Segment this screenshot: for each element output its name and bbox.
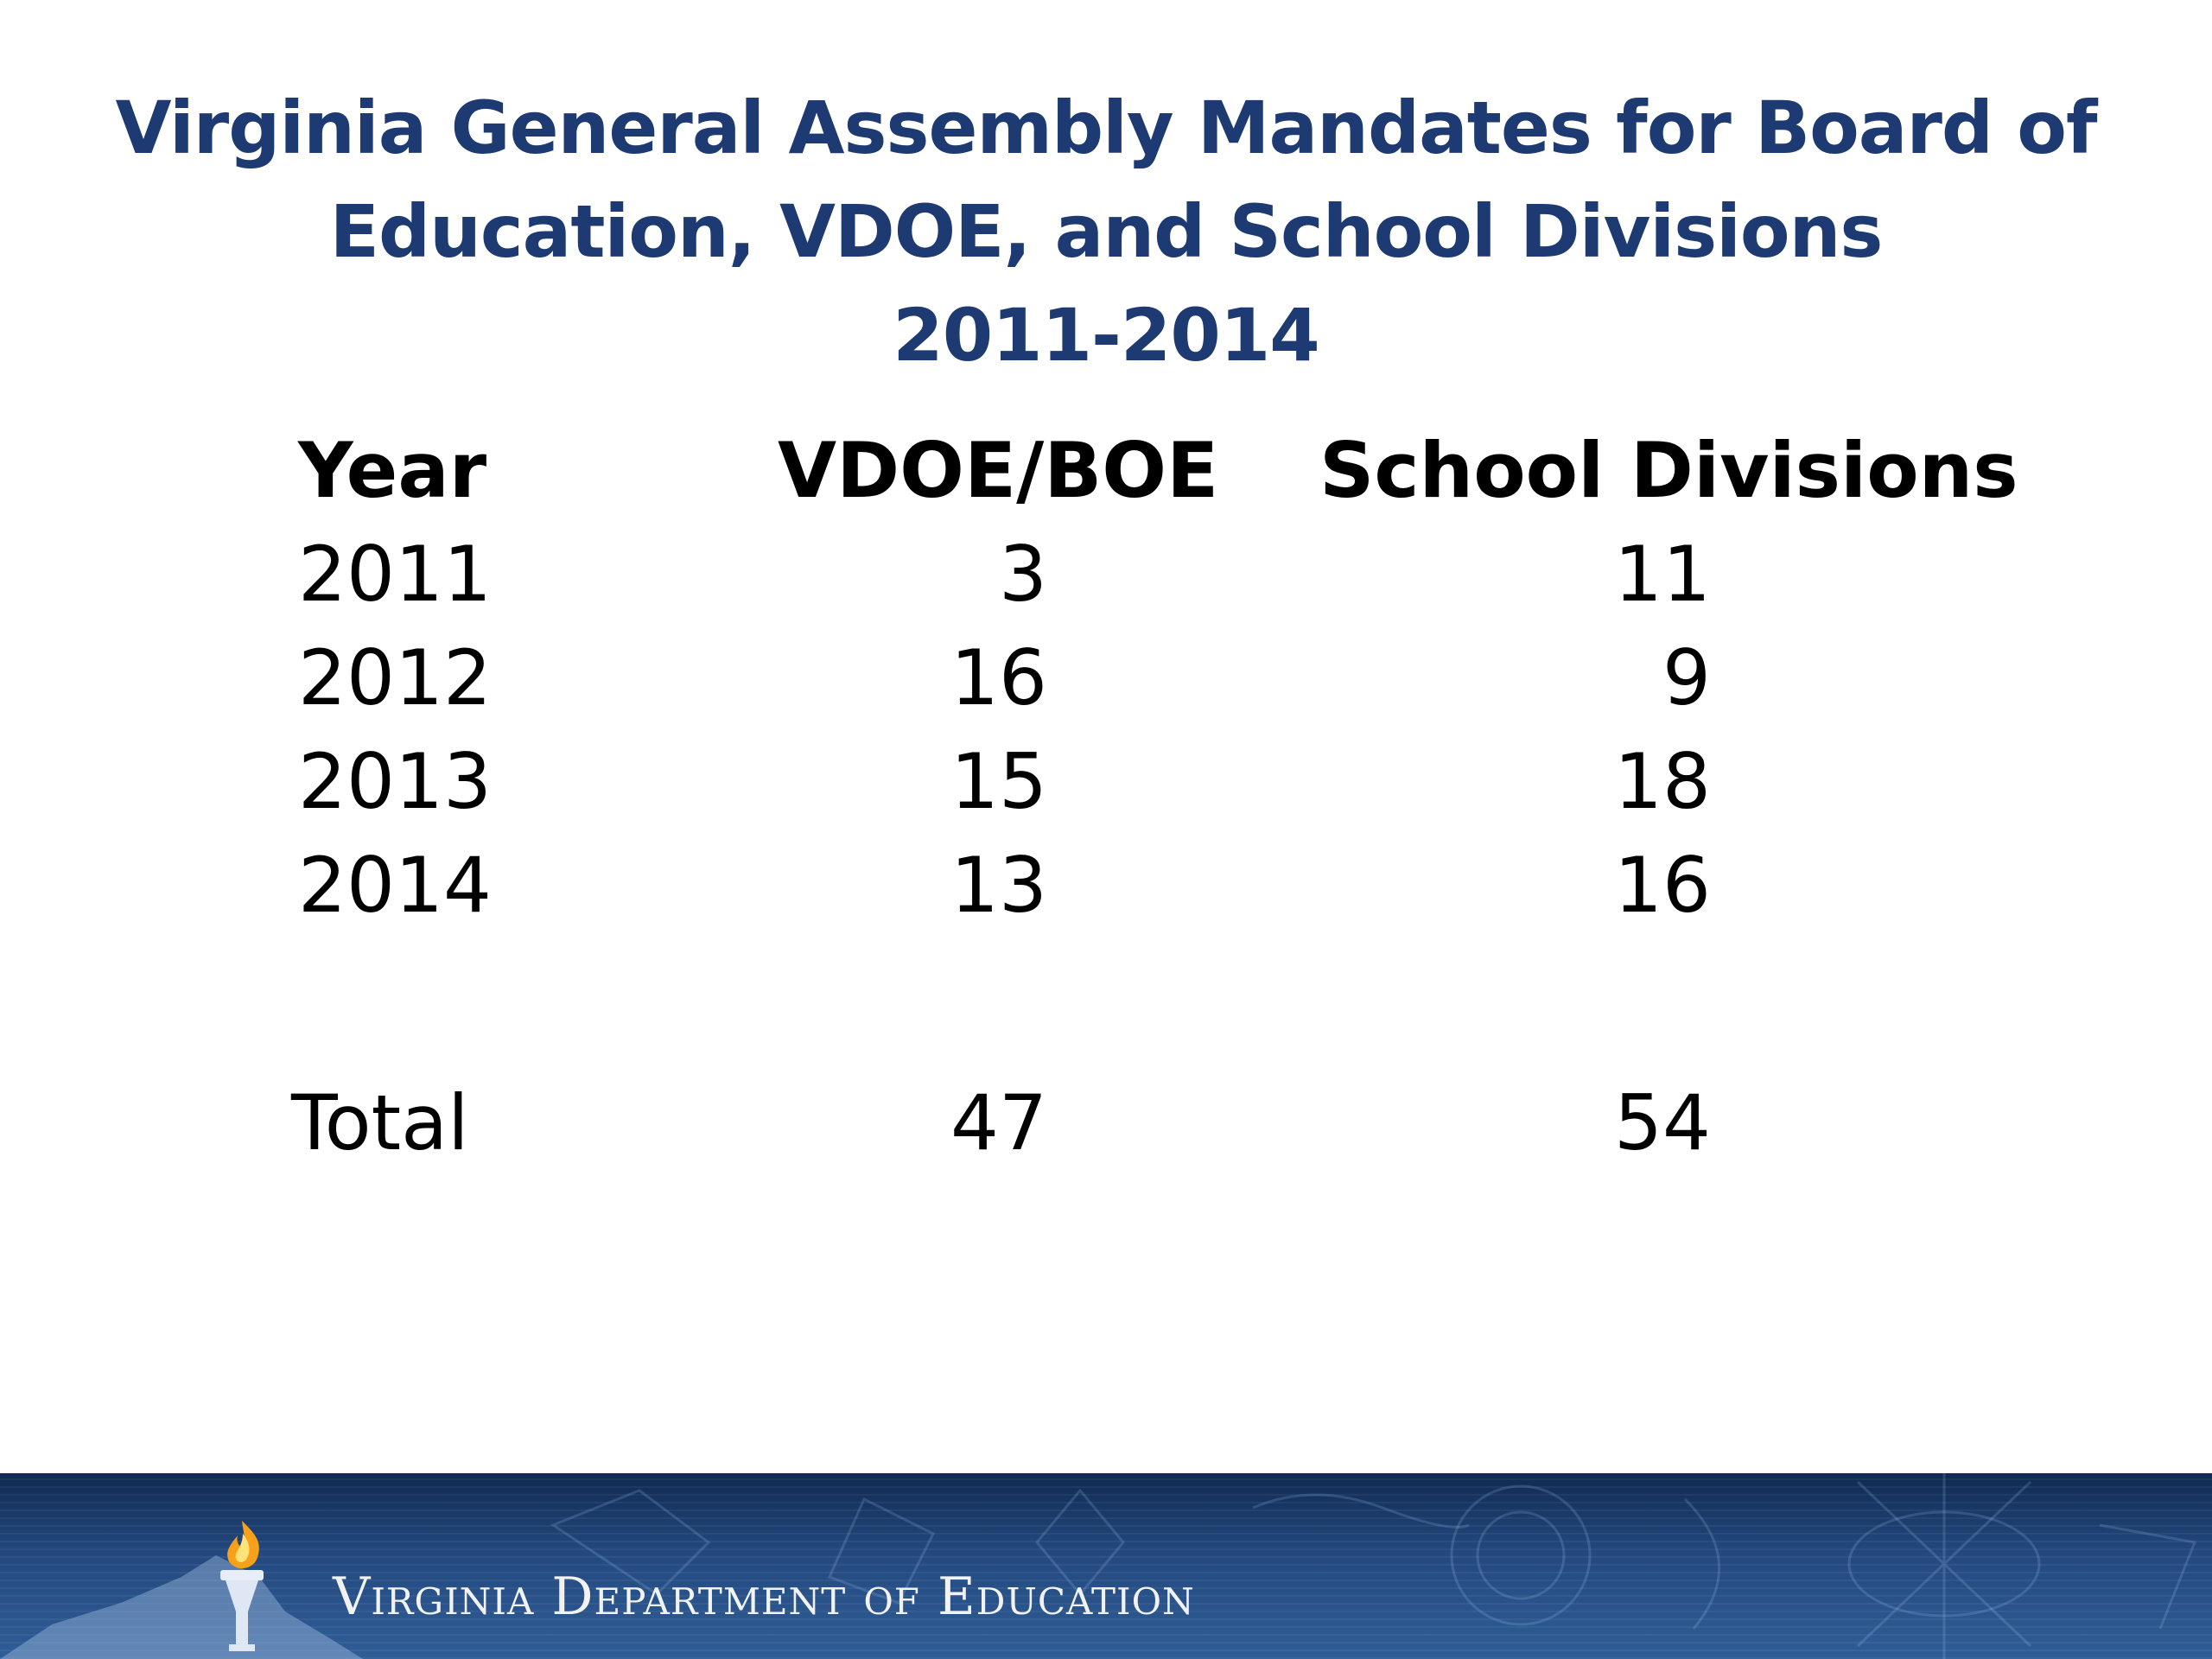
page-title: Virginia General Assembly Mandates for B… — [0, 76, 2212, 387]
row-year: 2013 — [298, 737, 492, 826]
footer-banner: Virginia Department of Education — [0, 1473, 2212, 1659]
torch-icon — [220, 1521, 264, 1651]
row-vdoe-boe: 16 — [950, 633, 1047, 722]
row-school-divisions: 9 — [1662, 633, 1711, 722]
total-school-divisions: 54 — [1614, 1078, 1711, 1167]
header-school-divisions: School Divisions — [1319, 426, 2018, 515]
row-vdoe-boe: 13 — [950, 841, 1047, 930]
row-vdoe-boe: 3 — [999, 530, 1047, 619]
footer-org-name: Virginia Department of Education — [333, 1567, 1195, 1627]
total-vdoe-boe: 47 — [950, 1078, 1047, 1167]
row-vdoe-boe: 15 — [950, 737, 1047, 826]
banner-decoration — [0, 1473, 2197, 1659]
row-school-divisions: 16 — [1614, 841, 1711, 930]
header-vdoe-boe: VDOE/BOE — [778, 426, 1219, 515]
row-year: 2012 — [298, 633, 492, 722]
header-year: Year — [298, 426, 487, 515]
total-label: Total — [291, 1078, 469, 1167]
title-line-3: 2011-2014 — [893, 293, 1319, 378]
row-year: 2014 — [298, 841, 492, 930]
title-line-1: Virginia General Assembly Mandates for B… — [115, 86, 2097, 170]
row-school-divisions: 11 — [1614, 530, 1711, 619]
mandates-table: Year VDOE/BOE School Divisions 2011 3 11… — [291, 426, 2018, 1167]
row-school-divisions: 18 — [1614, 737, 1711, 826]
row-year: 2011 — [298, 530, 492, 619]
title-line-2: Education, VDOE, and School Divisions — [329, 189, 1884, 274]
